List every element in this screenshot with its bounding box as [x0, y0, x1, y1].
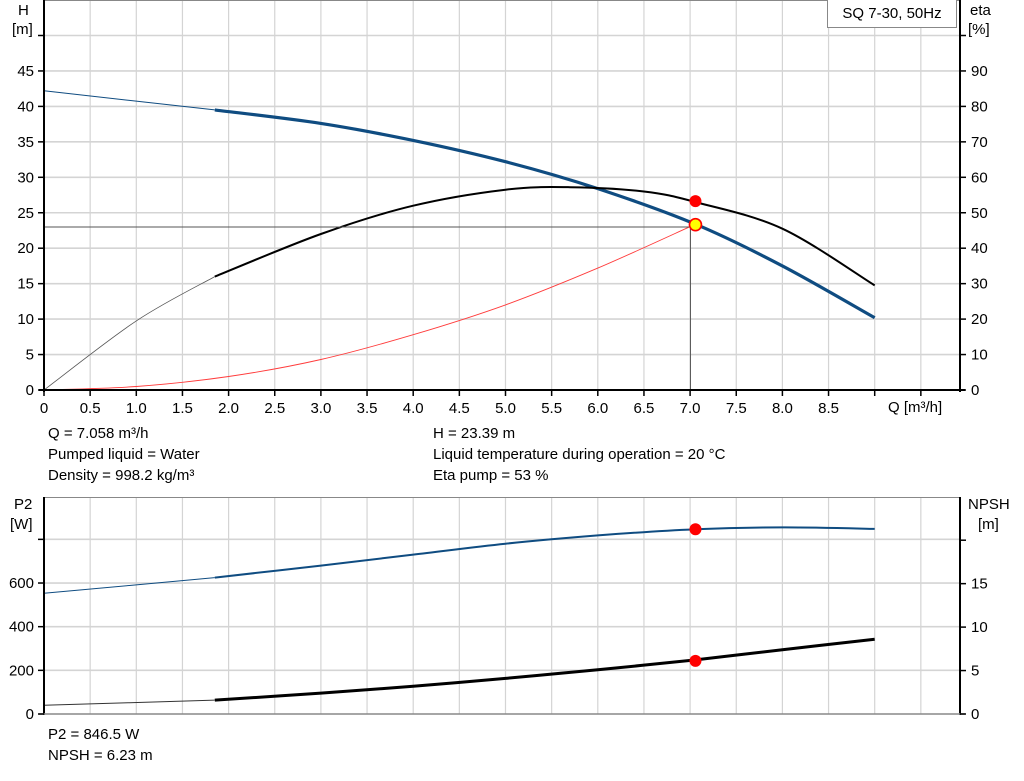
svg-text:5: 5	[26, 347, 34, 364]
info-head: H = 23.39 m	[433, 425, 516, 442]
svg-text:5.0: 5.0	[495, 400, 516, 417]
upper-curves	[43, 90, 876, 391]
svg-text:0.5: 0.5	[80, 400, 101, 417]
info-block-lower: P2 = 846.5 W NPSH = 6.23 m	[48, 724, 153, 766]
p2-axis-title: P2	[14, 496, 33, 513]
svg-text:70: 70	[971, 134, 988, 151]
eta-duty-point-marker	[689, 195, 702, 208]
svg-text:15: 15	[971, 576, 988, 593]
upper-axes: 0 5 10 15 20 25 30 35 40 45 0 10 20 30 40 50 60 70 80 90 0 0.…	[17, 0, 988, 417]
svg-text:8.5: 8.5	[818, 400, 839, 417]
svg-text:4.5: 4.5	[449, 400, 470, 417]
info-block-left: Q = 7.058 m³/h Pumped liquid = Water Den…	[48, 423, 200, 486]
svg-text:50: 50	[971, 205, 988, 222]
svg-text:20: 20	[971, 311, 988, 328]
h-axis-unit: [m]	[12, 21, 33, 38]
svg-text:35: 35	[17, 134, 34, 151]
svg-text:4.0: 4.0	[403, 400, 424, 417]
svg-text:7.5: 7.5	[726, 400, 747, 417]
svg-text:10: 10	[17, 311, 34, 328]
svg-text:0: 0	[26, 706, 34, 723]
svg-text:2.0: 2.0	[218, 400, 239, 417]
svg-text:20: 20	[17, 240, 34, 257]
info-flow: Q = 7.058 m³/h	[48, 425, 149, 442]
info-block-right: H = 23.39 m Liquid temperature during op…	[433, 423, 725, 486]
svg-text:15: 15	[17, 276, 34, 293]
svg-text:200: 200	[9, 662, 34, 679]
svg-text:6.5: 6.5	[634, 400, 655, 417]
svg-text:7.0: 7.0	[680, 400, 701, 417]
eta-axis-unit: [%]	[968, 21, 990, 38]
svg-text:0: 0	[40, 400, 48, 417]
info-p2: P2 = 846.5 W	[48, 726, 140, 743]
svg-text:30: 30	[17, 169, 34, 186]
svg-text:1.5: 1.5	[172, 400, 193, 417]
svg-text:1.0: 1.0	[126, 400, 147, 417]
svg-text:0: 0	[971, 706, 979, 723]
eta-axis-title: eta	[970, 2, 991, 19]
svg-text:60: 60	[971, 169, 988, 186]
info-eta: Eta pump = 53 %	[433, 467, 549, 484]
info-npsh: NPSH = 6.23 m	[48, 747, 153, 764]
npsh-axis-title: NPSH	[968, 496, 1010, 513]
p2-duty-point-marker	[689, 523, 702, 536]
lower-grid	[44, 497, 960, 714]
pump-model-label: SQ 7-30, 50Hz	[827, 0, 957, 28]
svg-text:40: 40	[17, 98, 34, 115]
svg-text:400: 400	[9, 619, 34, 636]
info-temperature: Liquid temperature during operation = 20…	[433, 446, 726, 463]
svg-text:10: 10	[971, 619, 988, 636]
svg-text:80: 80	[971, 98, 988, 115]
svg-text:5: 5	[971, 663, 979, 680]
head-duty-point-marker	[688, 217, 703, 232]
svg-text:25: 25	[17, 205, 34, 222]
lower-curves	[43, 523, 875, 706]
npsh-axis-unit: [m]	[978, 516, 999, 533]
svg-text:30: 30	[971, 276, 988, 293]
q-axis-label: Q [m³/h]	[888, 399, 943, 416]
svg-text:8.0: 8.0	[772, 400, 793, 417]
upper-grid	[44, 0, 960, 390]
svg-text:0: 0	[971, 382, 979, 399]
svg-text:0: 0	[26, 382, 34, 399]
svg-text:3.5: 3.5	[357, 400, 378, 417]
svg-text:5.5: 5.5	[541, 400, 562, 417]
svg-text:10: 10	[971, 347, 988, 364]
p2-axis-unit: [W]	[10, 516, 33, 533]
svg-text:600: 600	[9, 575, 34, 592]
info-liquid: Pumped liquid = Water	[48, 446, 200, 463]
h-axis-title: H	[18, 2, 29, 19]
svg-text:3.0: 3.0	[310, 400, 331, 417]
svg-text:2.5: 2.5	[264, 400, 285, 417]
svg-text:6.0: 6.0	[587, 400, 608, 417]
lower-axes: 0 200 400 600 0 5 10 15	[9, 497, 988, 723]
svg-text:90: 90	[971, 63, 988, 80]
svg-text:40: 40	[971, 240, 988, 257]
npsh-duty-point-marker	[689, 654, 702, 667]
svg-text:45: 45	[17, 63, 34, 80]
info-density: Density = 998.2 kg/m³	[48, 467, 195, 484]
